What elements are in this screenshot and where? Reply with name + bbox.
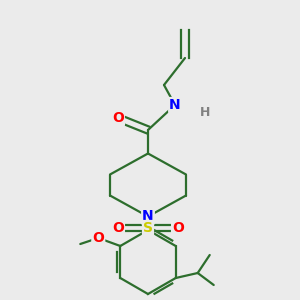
Text: O: O [112,221,124,235]
Text: N: N [169,98,181,112]
Text: O: O [112,111,124,125]
Text: O: O [92,231,104,245]
Text: S: S [143,221,153,235]
Text: N: N [142,209,154,224]
Text: H: H [200,106,210,118]
Text: O: O [172,221,184,235]
